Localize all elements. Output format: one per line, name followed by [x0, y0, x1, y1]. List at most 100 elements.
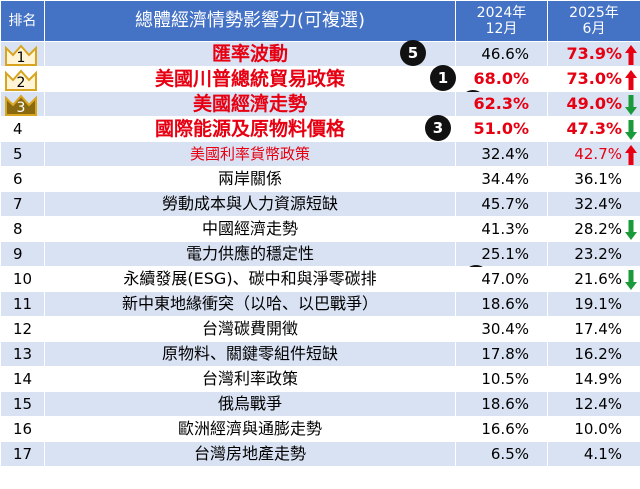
value-2025-cell: 4.1% [547, 441, 640, 467]
item-label: 歐洲經濟與通膨走勢 [177, 419, 322, 438]
item-label: 兩岸關係 [217, 169, 282, 188]
arrow-up-icon [625, 70, 637, 90]
value-2024-cell: 68.0% [455, 66, 548, 92]
table-row: 6 兩岸關係 34.4% 36.1% [0, 166, 640, 192]
rank-cell: 17 [0, 441, 45, 467]
item-cell: 美國川普總統貿易政策 1 [44, 65, 456, 92]
item-cell: 俄烏戰爭 [44, 391, 456, 417]
rank-2024-badge: 5 [400, 40, 426, 66]
item-label: 台灣房地產走勢 [193, 444, 306, 463]
table-row: 2 美國川普總統貿易政策 1 68.0% 73.0% [0, 65, 640, 92]
rank-number: 1 [16, 50, 26, 66]
value-2025: 21.6% [574, 270, 622, 288]
item-label: 台灣碳費開徵 [201, 319, 298, 338]
crown-icon: 2 [3, 68, 39, 92]
value-2025: 36.1% [574, 170, 622, 188]
header-row: 排名 總體經濟情勢影響力(可複選) 2024年 12月 2025年 6月 [0, 0, 640, 42]
item-label: 勞動成本與人力資源短缺 [161, 194, 338, 213]
table-row: 17 台灣房地產走勢 6.5% 4.1% [0, 441, 640, 467]
title-header: 總體經濟情勢影響力(可複選) [44, 0, 456, 42]
value-2024-cell: 30.4% [455, 316, 548, 342]
value-2024-cell: 17.8% [455, 341, 548, 367]
value-2024-cell: 62.3% [455, 91, 548, 117]
item-label: 台灣利率政策 [201, 369, 298, 388]
col-2025-header: 2025年 6月 [547, 0, 640, 42]
item-cell: 電力供應的穩定性 [44, 241, 456, 267]
table-row: 3 美國經濟走勢262.3% 49.0% [0, 90, 640, 117]
value-2025-cell: 32.4% [547, 191, 640, 217]
table-row: 7 勞動成本與人力資源短缺 45.7% 32.4% [0, 191, 640, 217]
value-2024-cell: 45.7% [455, 191, 548, 217]
value-2025: 32.4% [574, 195, 622, 213]
rank-cell: 14 [0, 366, 45, 392]
table-row: 14 台灣利率政策 10.5% 14.9% [0, 366, 640, 392]
rank-cell: 1 [0, 41, 45, 67]
item-cell: 台灣房地產走勢 [44, 441, 456, 467]
value-2025-cell: 16.2% [547, 341, 640, 367]
value-2025-cell: 10.0% [547, 416, 640, 442]
rank-cell: 12 [0, 316, 45, 342]
value-2025: 10.0% [574, 420, 622, 438]
item-cell: 新中東地緣衝突（以哈、以巴戰爭） [44, 291, 456, 317]
value-2024-cell: 34.4% [455, 166, 548, 192]
rank-number: 10 [13, 270, 33, 288]
value-2025: 73.0% [566, 69, 622, 88]
value-2025-cell: 47.3% [547, 116, 640, 142]
value-2025-cell: 19.1% [547, 291, 640, 317]
value-2025: 16.2% [574, 345, 622, 363]
table-row: 12 台灣碳費開徵 30.4% 17.4% [0, 316, 640, 342]
item-cell: 兩岸關係 [44, 166, 456, 192]
table-row: 1 匯率波動 5 46.6% 73.9% [0, 40, 640, 67]
value-2025: 14.9% [574, 370, 622, 388]
table-row: 9 電力供應的穩定性 25.1% 23.2% [0, 241, 640, 267]
rank-header: 排名 [0, 0, 45, 42]
value-2025-cell: 12.4% [547, 391, 640, 417]
table-row: 8 中國經濟走勢 41.3% 28.2% [0, 216, 640, 242]
rank-cell: 3 [0, 91, 45, 117]
value-2025: 42.7% [574, 145, 622, 163]
rank-number: 14 [13, 370, 33, 388]
value-2025: 4.1% [583, 445, 622, 463]
rank-number: 17 [13, 445, 33, 463]
value-2024-cell: 16.6% [455, 416, 548, 442]
value-2024-cell: 18.6% [455, 391, 548, 417]
value-2025: 73.9% [566, 44, 622, 63]
rank-number: 8 [13, 220, 23, 238]
value-2025-cell: 17.4% [547, 316, 640, 342]
rank-cell: 13 [0, 341, 45, 367]
item-label: 美國利率貨幣政策 [189, 145, 310, 163]
rank-number: 4 [13, 120, 23, 138]
table-row: 15 俄烏戰爭 18.6% 12.4% [0, 391, 640, 417]
item-label: 美國經濟走勢 [192, 93, 307, 115]
item-label: 永續發展(ESG)、碳中和與淨零碳排 [123, 269, 377, 288]
table-row: 11 新中東地緣衝突（以哈、以巴戰爭） 18.6% 19.1% [0, 291, 640, 317]
arrow-down-icon [625, 120, 637, 140]
rank-cell: 9 [0, 241, 45, 267]
influence-table: 排名 總體經濟情勢影響力(可複選) 2024年 12月 2025年 6月 1 匯率… [0, 0, 640, 467]
table-row: 4 國際能源及原物料價格 3 51.0% 47.3% [0, 115, 640, 142]
rank-number: 12 [13, 320, 33, 338]
value-2025-cell: 36.1% [547, 166, 640, 192]
rank-cell: 15 [0, 391, 45, 417]
rank-number: 3 [16, 100, 26, 116]
rank-2024-badge: 3 [425, 115, 451, 141]
col-2024-header: 2024年 12月 [455, 0, 548, 42]
rank-number: 16 [13, 420, 33, 438]
item-label: 匯率波動 [211, 43, 288, 65]
table-row: 10 永續發展(ESG)、碳中和與淨零碳排447.0% 21.6% [0, 265, 640, 292]
rank-cell: 4 [0, 116, 45, 142]
rank-cell: 10 [0, 266, 45, 292]
item-label: 中國經濟走勢 [201, 219, 298, 238]
table-row: 5 美國利率貨幣政策 32.4% 42.7% [0, 141, 640, 167]
item-cell: 歐洲經濟與通膨走勢 [44, 416, 456, 442]
rank-cell: 7 [0, 191, 45, 217]
arrow-down-icon [625, 220, 637, 240]
item-cell: 中國經濟走勢 [44, 216, 456, 242]
arrow-up-icon [625, 145, 637, 165]
rank-number: 7 [13, 195, 23, 213]
value-2025-cell: 73.0% [547, 66, 640, 92]
rank-cell: 11 [0, 291, 45, 317]
value-2024-cell: 46.6% [455, 41, 548, 67]
rank-number: 5 [13, 145, 23, 163]
